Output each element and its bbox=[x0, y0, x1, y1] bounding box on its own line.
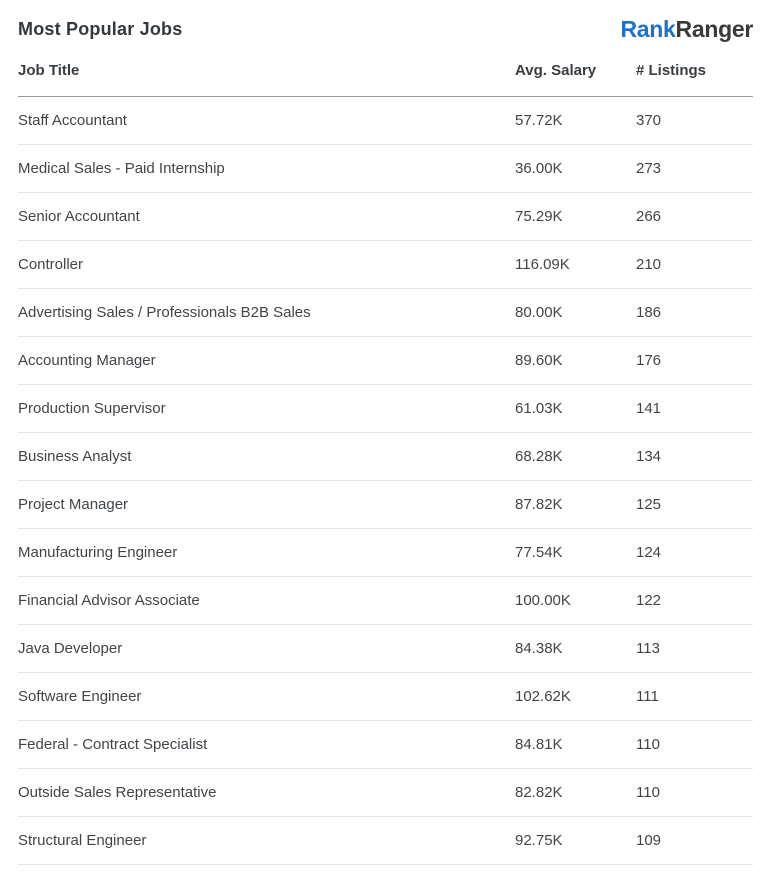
table-row: Manufacturing Engineer 77.54K 124 bbox=[18, 529, 753, 577]
job-title-cell: Software Engineer bbox=[18, 688, 142, 705]
table-row: Software Engineer 102.62K 111 bbox=[18, 673, 753, 721]
job-title-cell: Manufacturing Engineer bbox=[18, 544, 178, 561]
avg-salary-cell: 82.82K bbox=[515, 784, 563, 801]
listings-cell: 110 bbox=[636, 736, 660, 753]
listings-cell: 111 bbox=[636, 688, 659, 705]
avg-salary-cell: 36.00K bbox=[515, 160, 563, 177]
listings-cell: 110 bbox=[636, 784, 660, 801]
listings-cell: 109 bbox=[636, 832, 662, 849]
widget-header: Most Popular Jobs RankRanger bbox=[18, 16, 753, 44]
job-title-cell: Federal - Contract Specialist bbox=[18, 736, 208, 753]
table-row: Staff Accountant 57.72K 370 bbox=[18, 97, 753, 145]
listings-cell: 273 bbox=[636, 160, 662, 177]
job-title-cell: Advertising Sales / Professionals B2B Sa… bbox=[18, 304, 311, 321]
avg-salary-cell: 84.38K bbox=[515, 640, 563, 657]
logo-ranger-text: Ranger bbox=[675, 16, 754, 42]
job-title-cell: Project Manager bbox=[18, 496, 129, 513]
table-row: Federal - Contract Specialist 84.81K 110 bbox=[18, 721, 753, 769]
avg-salary-cell: 80.00K bbox=[515, 304, 563, 321]
avg-salary-cell: 89.60K bbox=[515, 352, 563, 369]
column-header-avg-salary: Avg. Salary bbox=[515, 61, 597, 79]
table-row: Outside Sales Representative 82.82K 110 bbox=[18, 769, 753, 817]
avg-salary-cell: 84.81K bbox=[515, 736, 563, 753]
job-title-cell: Java Developer bbox=[18, 640, 123, 657]
job-title-cell: Controller bbox=[18, 256, 84, 273]
job-title-cell: Production Supervisor bbox=[18, 400, 166, 417]
job-title-cell: Business Analyst bbox=[18, 448, 132, 465]
job-title-cell: Accounting Manager bbox=[18, 352, 156, 369]
job-title-cell: Senior Accountant bbox=[18, 208, 140, 225]
table-row: Accounting Manager 89.60K 176 bbox=[18, 337, 753, 385]
table-row: Java Developer 84.38K 113 bbox=[18, 625, 753, 673]
avg-salary-cell: 87.82K bbox=[515, 496, 563, 513]
listings-cell: 125 bbox=[636, 496, 662, 513]
column-header-listings: # Listings bbox=[636, 61, 707, 79]
avg-salary-cell: 61.03K bbox=[515, 400, 563, 417]
listings-cell: 370 bbox=[636, 112, 662, 129]
avg-salary-cell: 57.72K bbox=[515, 112, 563, 129]
page-title: Most Popular Jobs bbox=[18, 19, 183, 39]
table-row: Structural Engineer 92.75K 109 bbox=[18, 817, 753, 865]
job-title-cell: Medical Sales - Paid Internship bbox=[18, 160, 225, 177]
listings-cell: 141 bbox=[636, 400, 662, 417]
listings-cell: 124 bbox=[636, 544, 662, 561]
listings-cell: 122 bbox=[636, 592, 662, 609]
table-row: Financial Advisor Associate 100.00K 122 bbox=[18, 577, 753, 625]
job-title-cell: Outside Sales Representative bbox=[18, 784, 217, 801]
column-header-job-title: Job Title bbox=[18, 61, 80, 79]
logo-rank-text: Rank bbox=[620, 16, 676, 42]
table-row: Medical Sales - Paid Internship 36.00K 2… bbox=[18, 145, 753, 193]
avg-salary-cell: 116.09K bbox=[515, 256, 570, 273]
listings-cell: 113 bbox=[636, 640, 660, 657]
table-header-row: Job Title Avg. Salary # Listings bbox=[18, 44, 753, 97]
listings-cell: 186 bbox=[636, 304, 662, 321]
job-title-cell: Staff Accountant bbox=[18, 112, 127, 129]
listings-cell: 266 bbox=[636, 208, 662, 225]
avg-salary-cell: 100.00K bbox=[515, 592, 571, 609]
listings-cell: 210 bbox=[636, 256, 662, 273]
table-row: Controller 116.09K 210 bbox=[18, 241, 753, 289]
table-row: Senior Accountant 75.29K 266 bbox=[18, 193, 753, 241]
listings-cell: 134 bbox=[636, 448, 662, 465]
job-title-cell: Structural Engineer bbox=[18, 832, 147, 849]
avg-salary-cell: 102.62K bbox=[515, 688, 571, 705]
avg-salary-cell: 77.54K bbox=[515, 544, 563, 561]
table-row: Advertising Sales / Professionals B2B Sa… bbox=[18, 289, 753, 337]
table-body: Staff Accountant 57.72K 370 Medical Sale… bbox=[18, 97, 753, 865]
table-row: Business Analyst 68.28K 134 bbox=[18, 433, 753, 481]
avg-salary-cell: 68.28K bbox=[515, 448, 563, 465]
listings-cell: 176 bbox=[636, 352, 662, 369]
table-row: Production Supervisor 61.03K 141 bbox=[18, 385, 753, 433]
avg-salary-cell: 92.75K bbox=[515, 832, 563, 849]
avg-salary-cell: 75.29K bbox=[515, 208, 563, 225]
job-title-cell: Financial Advisor Associate bbox=[18, 592, 200, 609]
table-row: Project Manager 87.82K 125 bbox=[18, 481, 753, 529]
rankranger-logo: RankRanger bbox=[621, 16, 754, 42]
